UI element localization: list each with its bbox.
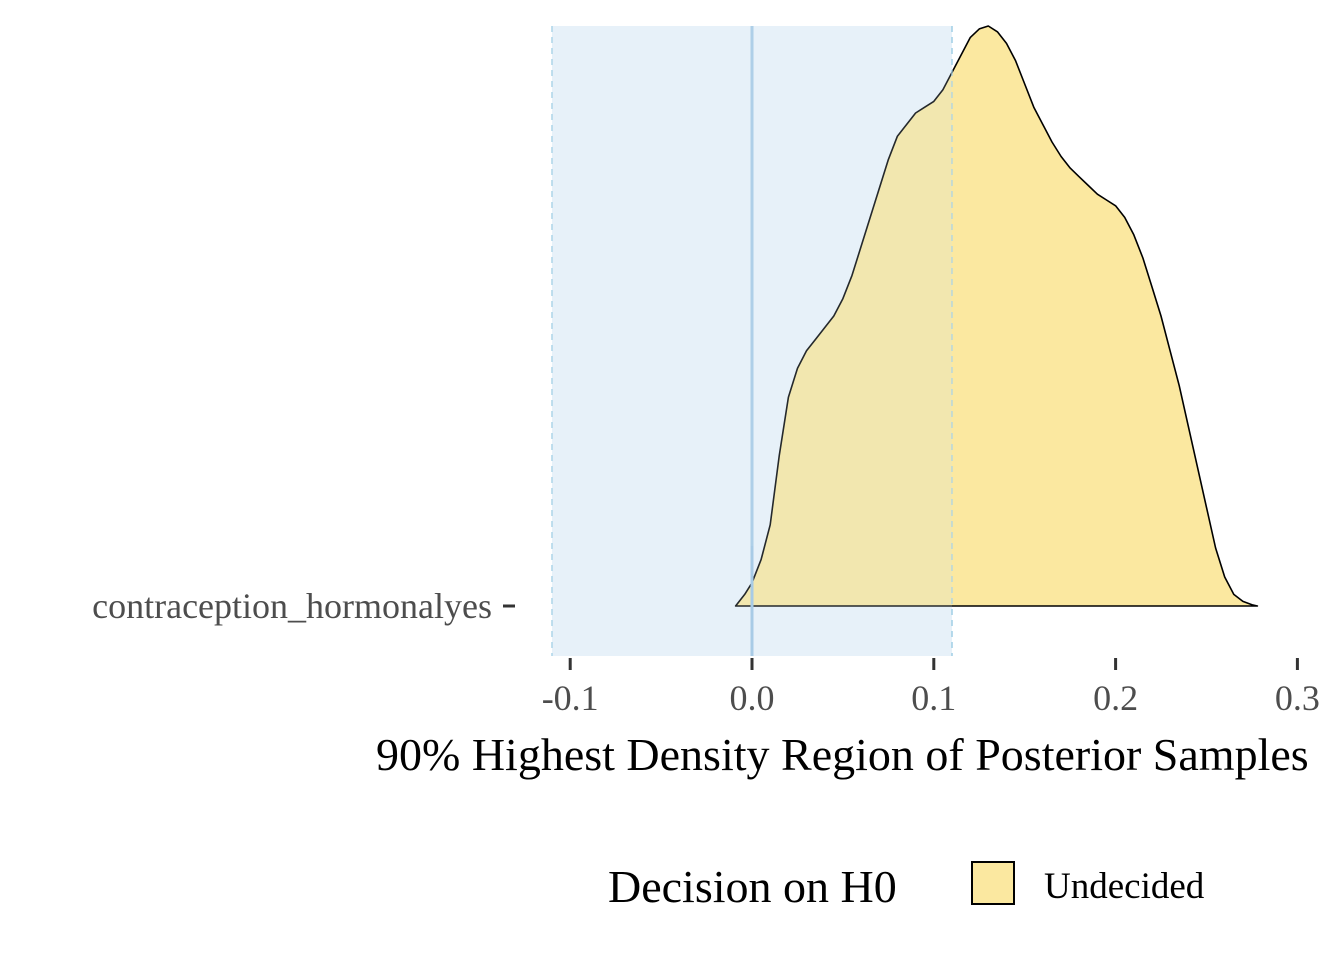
x-axis: -0.1 0.0 0.1 0.2 0.3 — [542, 658, 1320, 718]
legend-key-undecided — [971, 861, 1015, 905]
legend: Decision on H0 Undecided — [608, 861, 1205, 912]
density-curve-undecided — [734, 25, 1259, 607]
x-tick-label: -0.1 — [542, 678, 599, 718]
x-axis-title: 90% Highest Density Region of Posterior … — [376, 729, 1309, 780]
y-axis: contraception_hormonalyes — [92, 586, 515, 626]
y-category-label: contraception_hormonalyes — [92, 586, 492, 626]
legend-title: Decision on H0 — [608, 861, 897, 912]
plot-panel — [551, 25, 1259, 656]
x-tick-label: 0.0 — [730, 678, 775, 718]
density-layer — [734, 25, 1259, 607]
rope-overlay — [552, 26, 953, 656]
x-tick-label: 0.3 — [1275, 678, 1320, 718]
x-tick-label: 0.2 — [1093, 678, 1138, 718]
legend-label-undecided: Undecided — [1044, 866, 1205, 907]
x-tick-label: 0.1 — [911, 678, 956, 718]
